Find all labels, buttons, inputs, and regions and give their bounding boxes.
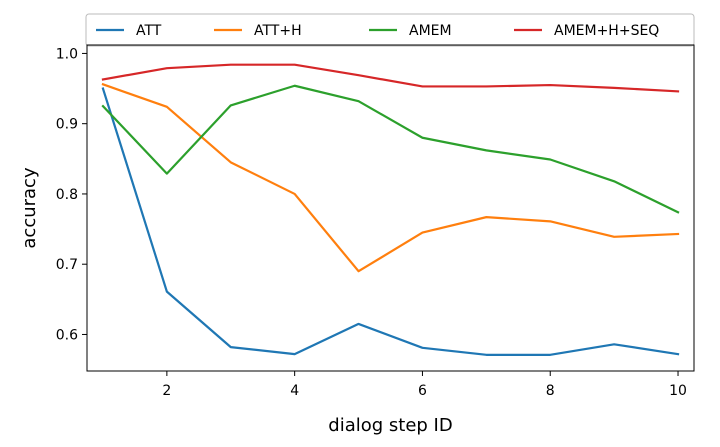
- y-axis: 0.6 0.7 0.8 0.9 1.0: [56, 46, 87, 343]
- x-tick-label: 10: [669, 383, 687, 399]
- y-axis-title: accuracy: [19, 167, 40, 249]
- series-line-att-h: [101, 82, 680, 273]
- x-tick-label: 4: [290, 383, 299, 399]
- y-tick-label: 0.9: [56, 117, 78, 133]
- legend-label: ATT+H: [254, 23, 302, 39]
- y-tick-label: 0.7: [56, 257, 78, 273]
- x-axis-title: dialog step ID: [328, 415, 452, 436]
- x-tick-label: 2: [162, 383, 171, 399]
- plot-area: [86, 44, 695, 372]
- y-tick-label: 0.6: [56, 327, 78, 343]
- series-line-att: [101, 87, 680, 356]
- x-tick-label: 8: [546, 383, 555, 399]
- plot-frame: [86, 44, 695, 372]
- legend-label: AMEM+H+SEQ: [554, 23, 659, 39]
- series-line-amem-h-seq: [101, 63, 680, 93]
- y-tick-label: 1.0: [56, 46, 78, 62]
- legend-label: ATT: [136, 23, 162, 39]
- x-axis: 2 4 6 8 10: [162, 371, 687, 399]
- y-tick-label: 0.8: [56, 187, 78, 203]
- series-line-amem: [101, 84, 680, 214]
- x-tick-label: 6: [418, 383, 427, 399]
- legend-label: AMEM: [409, 23, 452, 39]
- legend: ATT ATT+H AMEM AMEM+H+SEQ: [85, 13, 695, 47]
